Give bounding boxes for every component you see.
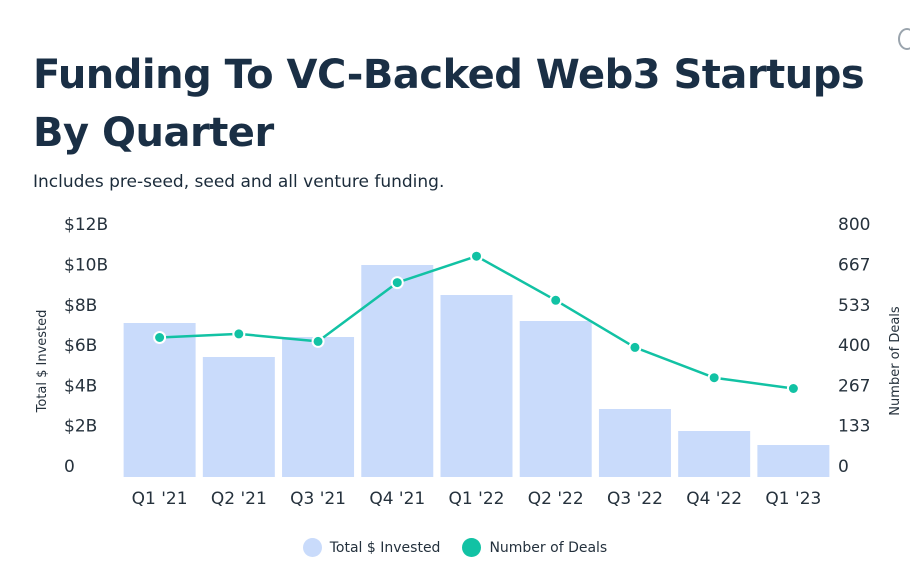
bar-total-invested[interactable]: [123, 323, 196, 477]
x-tick-label: Q4 '21: [369, 489, 425, 509]
y-right-axis-title: Number of Deals: [888, 306, 903, 416]
chart-title: Funding To VC-Backed Web3 Startups By Qu…: [33, 52, 865, 156]
point-number-of-deals[interactable]: [311, 334, 325, 348]
bar-total-invested[interactable]: [757, 445, 830, 477]
y-left-tick-label: $6B: [64, 336, 97, 356]
point-number-of-deals[interactable]: [232, 327, 246, 341]
y-left-axis-title: Total $ Invested: [35, 310, 50, 414]
bar-total-invested[interactable]: [678, 431, 751, 477]
y-right-tick-label: 533: [838, 296, 870, 316]
y-right-tick-label: 400: [838, 336, 870, 356]
point-number-of-deals[interactable]: [470, 249, 483, 263]
chart-legend: Total $ Invested Number of Deals: [0, 538, 910, 557]
point-number-of-deals[interactable]: [390, 276, 404, 290]
chart-subtitle: Includes pre-seed, seed and all venture …: [33, 172, 445, 192]
y-right-tick-label: 0: [838, 457, 849, 477]
x-tick-label: Q1 '22: [449, 489, 505, 509]
y-left-tick-label: $2B: [64, 417, 97, 437]
y-right-tick-label: 800: [838, 215, 870, 235]
x-tick-label: Q1 '23: [765, 489, 821, 509]
bar-total-invested[interactable]: [519, 321, 592, 477]
x-tick-label: Q2 '22: [528, 489, 584, 509]
x-tick-label: Q2 '21: [211, 489, 267, 509]
x-tick-label: Q3 '21: [290, 489, 346, 509]
bar-total-invested[interactable]: [282, 337, 355, 477]
point-number-of-deals[interactable]: [153, 331, 167, 344]
x-tick-label: Q4 '22: [686, 489, 742, 509]
bar-total-invested[interactable]: [202, 357, 275, 477]
legend-label-number-of-deals: Number of Deals: [489, 539, 608, 556]
y-left-tick-label: 0: [64, 457, 75, 477]
bar-total-invested[interactable]: [361, 265, 434, 477]
legend-swatch-bar: [302, 538, 322, 557]
point-number-of-deals[interactable]: [707, 371, 721, 385]
point-number-of-deals[interactable]: [549, 293, 563, 307]
legend-item-number-of-deals[interactable]: Number of Deals: [462, 538, 607, 557]
x-tick-label: Q3 '22: [607, 489, 663, 509]
y-left-tick-label: $8B: [64, 296, 97, 316]
point-number-of-deals[interactable]: [628, 340, 642, 354]
y-left-tick-label: $4B: [64, 376, 97, 396]
bar-total-invested[interactable]: [440, 295, 513, 477]
bar-total-invested[interactable]: [598, 409, 671, 477]
legend-swatch-line: [462, 538, 482, 557]
legend-label-total-invested: Total $ Invested: [329, 539, 441, 556]
corner-decoration-icon: [898, 28, 910, 50]
legend-item-total-invested[interactable]: Total $ Invested: [302, 538, 441, 557]
x-tick-label: Q1 '21: [132, 489, 188, 509]
point-number-of-deals[interactable]: [786, 382, 800, 395]
y-right-tick-label: 133: [838, 417, 870, 437]
y-left-tick-label: $10B: [64, 256, 108, 276]
y-left-tick-label: $12B: [64, 215, 108, 235]
y-right-tick-label: 267: [838, 376, 870, 396]
y-right-tick-label: 667: [838, 256, 870, 276]
